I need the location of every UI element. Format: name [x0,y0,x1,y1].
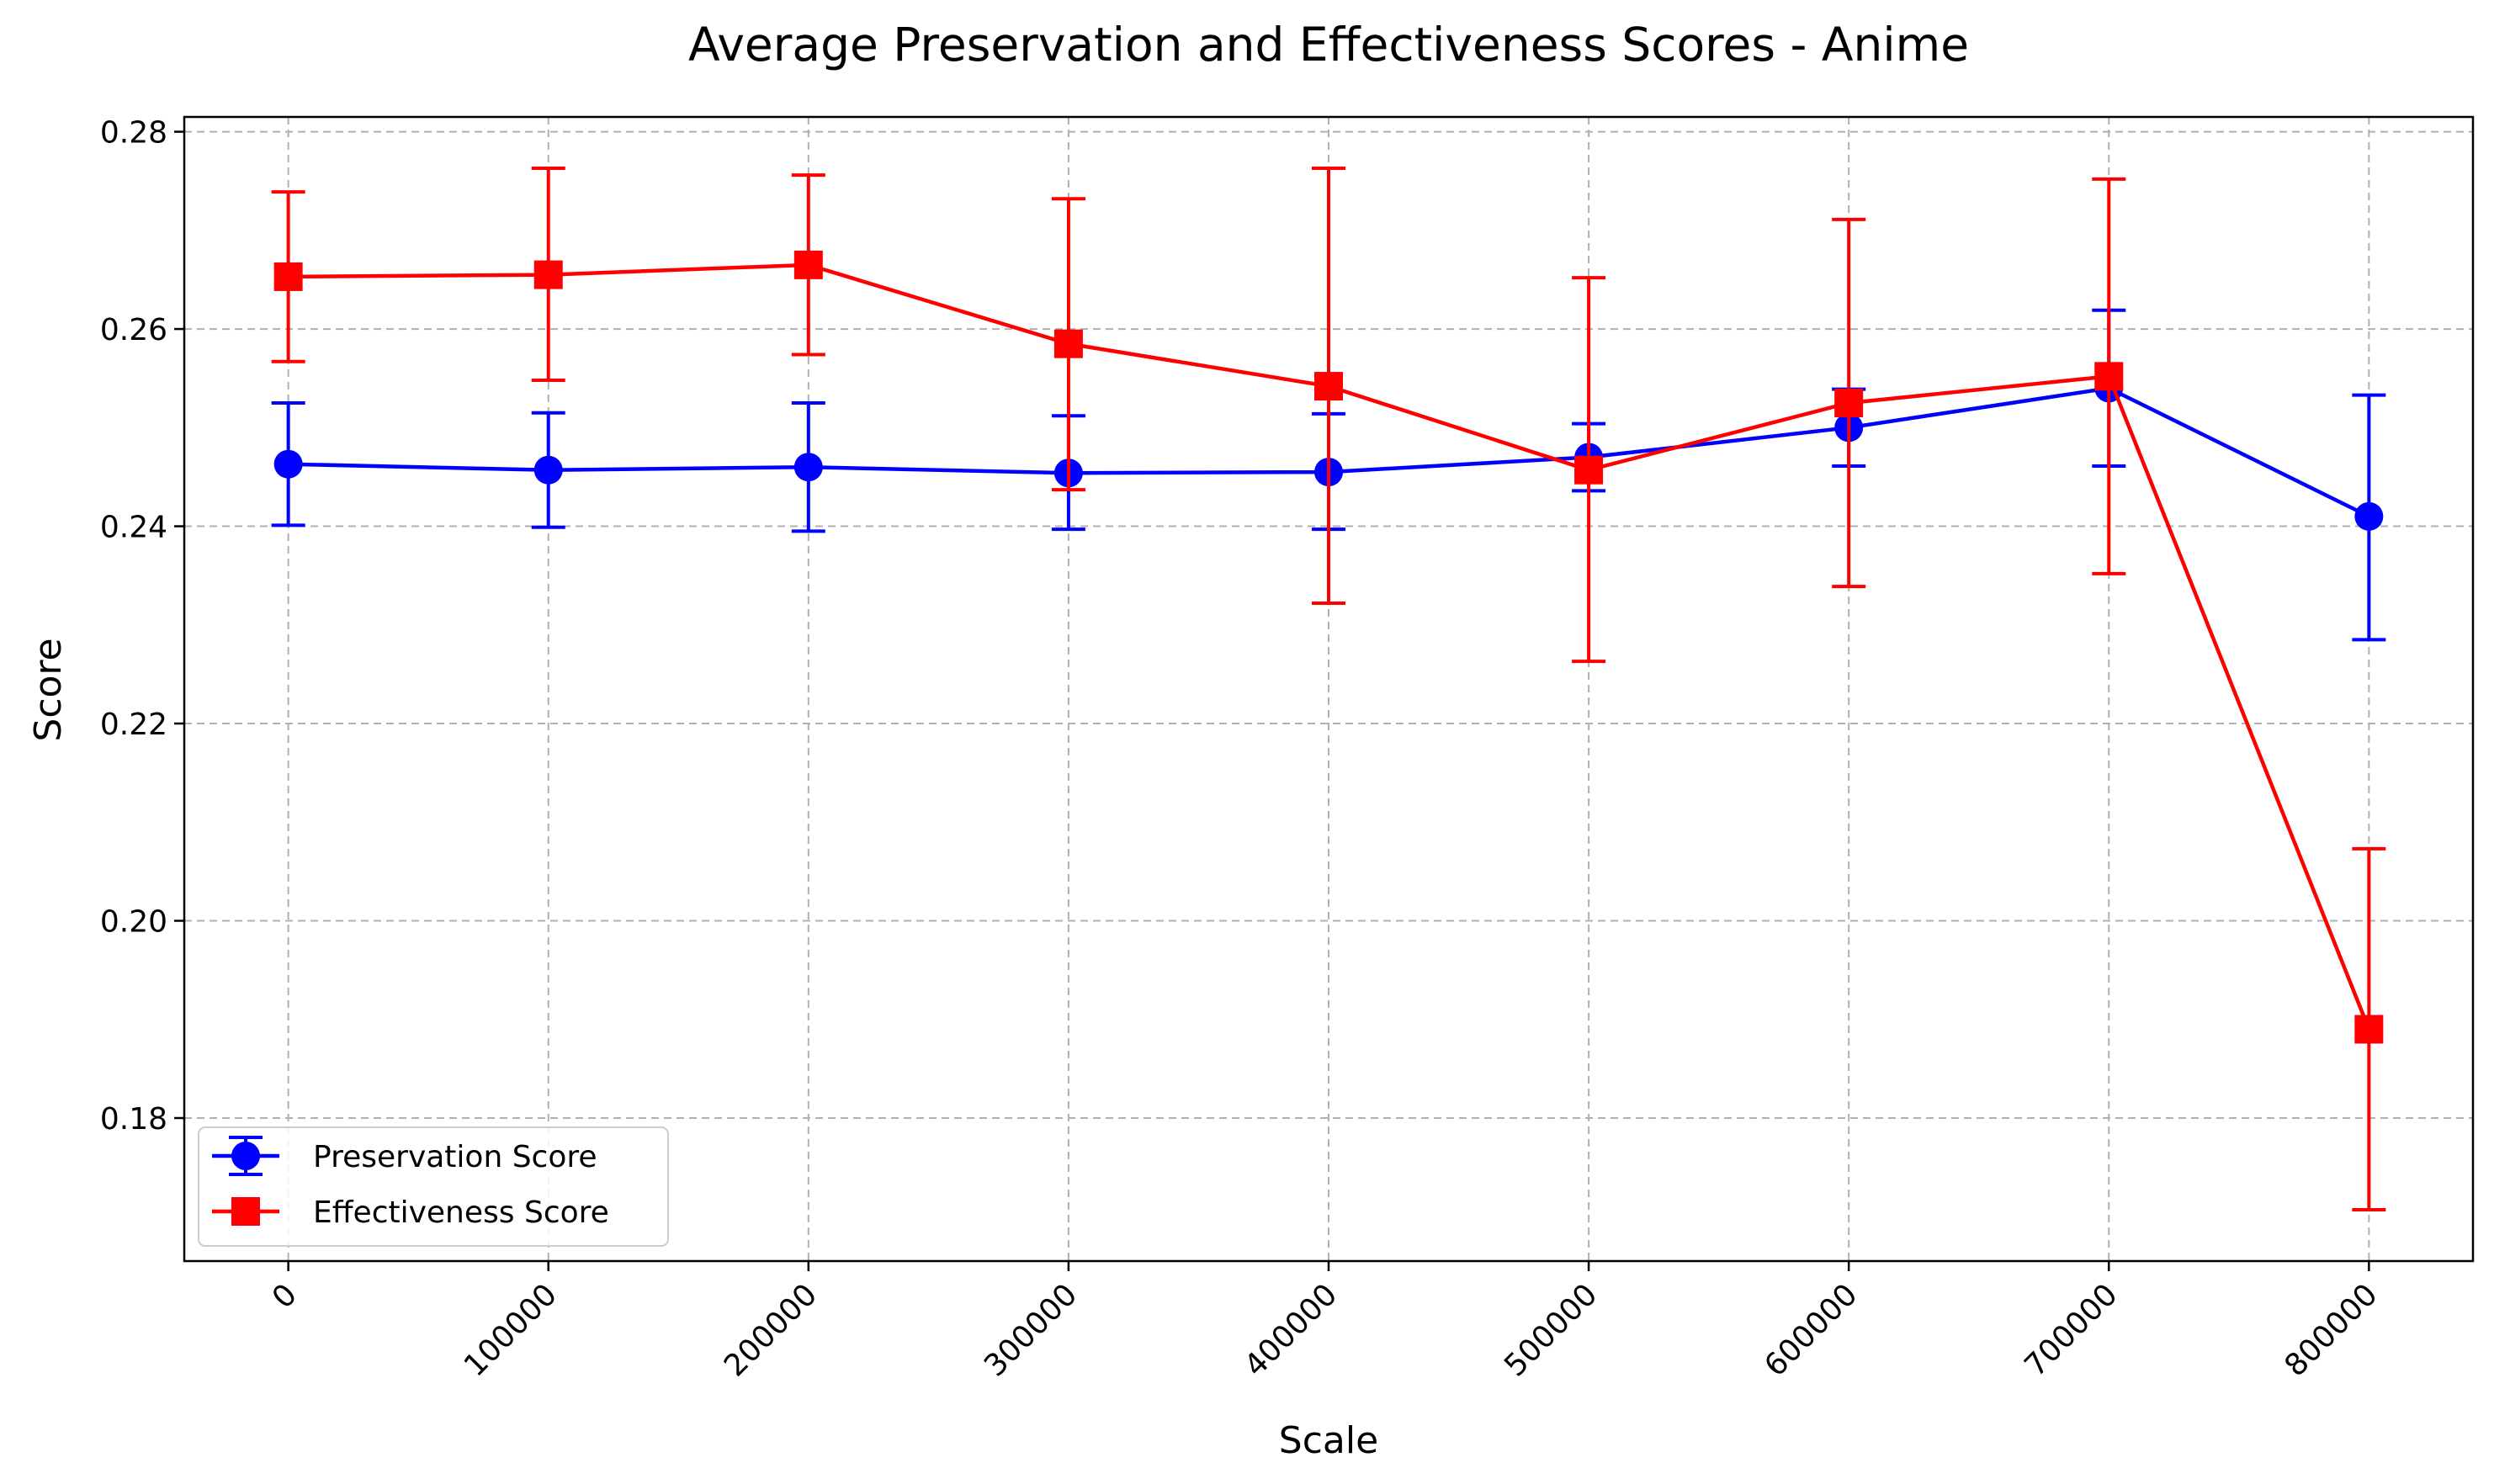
legend-marker [231,1197,260,1226]
legend-items: Preservation Score Effectiveness Score [212,1136,609,1230]
y-axis-label: Score [27,638,70,741]
data-point [1314,372,1343,401]
data-point [793,453,823,482]
data-point [1574,455,1604,485]
data-point [533,260,563,289]
x-axis-label: Scale [1279,1419,1378,1462]
chart-title: Average Preservation and Effectiveness S… [688,18,1969,72]
y-tick-label: 0.22 [100,708,167,742]
y-tick-label: 0.28 [100,116,167,151]
series-layer [271,166,2386,1212]
legend-marker [231,1142,260,1170]
legend-item: Effectiveness Score [212,1195,609,1230]
legend-label: Effectiveness Score [313,1195,609,1230]
data-point [2354,1015,2384,1044]
data-point [273,262,303,291]
series-effectiveness [271,166,2386,1212]
data-point [793,250,823,279]
y-tick-label: 0.18 [100,1102,167,1137]
legend: Preservation Score Effectiveness Score [198,1126,669,1247]
data-point [2094,362,2124,391]
data-point [1834,389,1864,417]
legend-item: Preservation Score [212,1136,597,1176]
data-point [2354,501,2384,531]
legend-box [198,1126,669,1247]
y-tick-label: 0.24 [100,511,167,545]
y-tick-label: 0.20 [100,905,167,940]
legend-label: Preservation Score [313,1140,597,1174]
y-tick-label: 0.26 [100,313,167,347]
data-point [1053,329,1083,358]
data-point [533,455,563,485]
data-point [273,449,303,479]
